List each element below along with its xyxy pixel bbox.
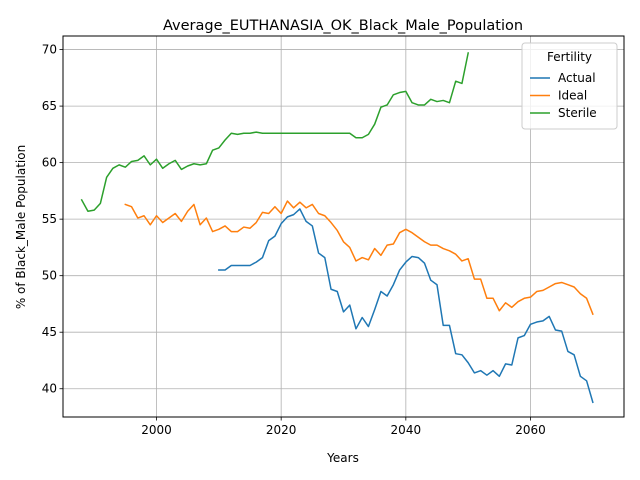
y-tick-label: 50	[42, 269, 57, 283]
x-axis-label: Years	[326, 451, 359, 465]
plot-frame	[62, 35, 625, 418]
legend-label-actual: Actual	[558, 71, 596, 85]
series-line-actual	[218, 208, 594, 404]
legend-title: Fertility	[547, 50, 592, 64]
x-axis-ticks: 2000 2020 2040 2060	[141, 417, 546, 437]
y-tick-label: 70	[42, 43, 57, 57]
x-tick-label: 2000	[141, 423, 172, 437]
y-tick-label: 40	[42, 382, 57, 396]
x-tick-label: 2060	[515, 423, 546, 437]
y-tick-label: 45	[42, 325, 57, 339]
legend-label-sterile: Sterile	[558, 106, 597, 120]
legend-label-ideal: Ideal	[558, 89, 587, 103]
y-tick-label: 55	[42, 212, 57, 226]
legend: Fertility Actual Ideal Sterile	[521, 42, 618, 130]
x-tick-label: 2040	[391, 423, 422, 437]
y-axis-label: % of Black_Male Population	[14, 145, 28, 309]
y-axis-ticks: 40 45 50 55 60 65 70	[42, 43, 63, 396]
x-tick-label: 2020	[266, 423, 297, 437]
y-tick-label: 65	[42, 99, 57, 113]
series-line-sterile	[80, 52, 470, 212]
series-lines	[80, 52, 594, 404]
chart-title: Average_EUTHANASIA_OK_Black_Male_Populat…	[163, 18, 523, 34]
y-tick-label: 60	[42, 156, 57, 170]
series-line-ideal	[124, 200, 594, 316]
legend-box	[521, 42, 618, 130]
